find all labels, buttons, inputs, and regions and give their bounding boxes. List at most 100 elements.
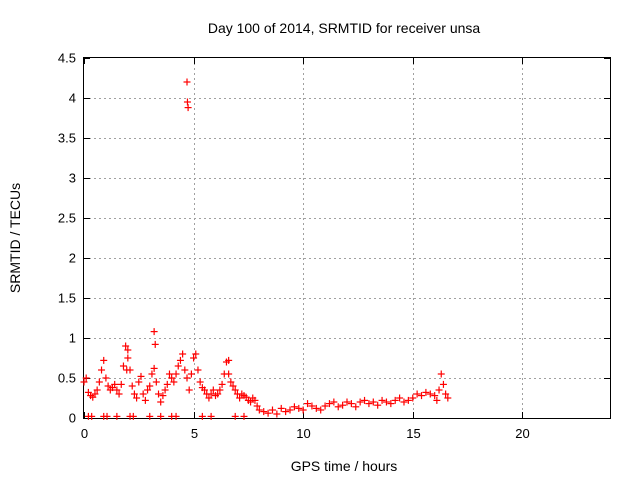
data-point — [431, 392, 439, 400]
data-point — [95, 378, 103, 386]
data-point — [133, 394, 141, 402]
y-tick-label: 0 — [69, 411, 76, 426]
data-point — [128, 382, 136, 390]
data-point — [124, 354, 132, 362]
data-point — [347, 400, 355, 408]
data-point — [111, 380, 119, 388]
data-point — [159, 392, 167, 400]
data-point — [282, 408, 290, 416]
data-point — [91, 390, 99, 398]
x-tick-label: 10 — [296, 426, 310, 441]
data-point — [100, 356, 108, 364]
data-point — [433, 396, 441, 404]
data-point — [192, 350, 200, 358]
x-axis-label: GPS time / hours — [291, 458, 398, 474]
y-tick-label: 4 — [69, 91, 76, 106]
data-point — [231, 386, 239, 394]
data-point — [151, 340, 159, 348]
data-point — [150, 328, 158, 336]
data-point — [218, 380, 226, 388]
data-point — [442, 390, 450, 398]
data-point — [179, 350, 187, 358]
data-point — [137, 372, 145, 380]
data-point — [227, 378, 235, 386]
data-point — [194, 366, 202, 374]
data-point — [93, 386, 101, 394]
data-point — [229, 382, 237, 390]
data-point — [174, 362, 182, 370]
y-tick-label: 0.5 — [58, 371, 76, 386]
data-point — [117, 380, 125, 388]
data-point — [155, 390, 163, 398]
data-point — [122, 342, 130, 350]
data-point — [163, 380, 171, 388]
data-point — [187, 370, 195, 378]
data-point — [205, 394, 213, 402]
data-point — [361, 396, 369, 404]
data-point — [176, 356, 184, 364]
data-point — [426, 390, 434, 398]
data-point — [124, 346, 132, 354]
data-point — [437, 370, 445, 378]
y-tick-label: 3 — [69, 171, 76, 186]
data-point — [183, 78, 191, 86]
data-point — [396, 394, 404, 402]
data-point — [308, 402, 316, 410]
data-point — [304, 400, 312, 408]
data-point — [161, 386, 169, 394]
data-point — [404, 396, 412, 404]
data-point — [369, 398, 377, 406]
data-point — [435, 386, 443, 394]
data-point — [98, 366, 106, 374]
data-point — [183, 98, 191, 106]
points-layer — [80, 78, 452, 420]
data-point — [253, 402, 261, 410]
plot-frame — [83, 57, 611, 419]
ticks-layer: 0 0.5 1 1.5 2 2.5 3 3.5 4 4.5 0 5 10 15 20 — [58, 51, 610, 441]
data-point — [321, 402, 329, 410]
data-point — [123, 366, 131, 374]
data-point — [183, 374, 191, 382]
data-point — [286, 406, 294, 414]
data-point — [216, 386, 224, 394]
data-point — [144, 386, 152, 394]
data-point — [141, 396, 149, 404]
data-point — [268, 406, 276, 414]
data-point — [251, 396, 259, 404]
y-tick-label: 2 — [69, 251, 76, 266]
data-point — [157, 412, 165, 420]
data-point — [299, 406, 307, 414]
data-point — [247, 398, 255, 406]
data-point — [146, 412, 154, 420]
data-point — [255, 406, 263, 414]
data-point — [185, 386, 193, 394]
data-point — [88, 412, 96, 420]
data-point — [113, 412, 121, 420]
data-point — [374, 401, 382, 409]
x-tick-label: 15 — [406, 426, 420, 441]
data-point — [103, 412, 111, 420]
x-tick-label: 20 — [515, 426, 529, 441]
data-point — [201, 386, 209, 394]
data-point — [207, 390, 215, 398]
data-point — [260, 408, 268, 416]
data-point — [190, 354, 198, 362]
data-point — [439, 380, 447, 388]
data-point — [325, 400, 333, 408]
data-point — [231, 412, 239, 420]
data-point — [382, 398, 390, 406]
data-point — [339, 401, 347, 409]
data-point — [115, 390, 123, 398]
data-point — [444, 394, 452, 402]
data-point — [378, 396, 386, 404]
data-point — [184, 104, 192, 112]
data-point — [80, 378, 88, 386]
data-point — [198, 412, 206, 420]
data-point — [165, 370, 173, 378]
data-point — [295, 404, 303, 412]
data-point — [207, 412, 215, 420]
data-point — [150, 364, 158, 372]
data-point — [209, 386, 217, 394]
data-point — [334, 403, 342, 411]
